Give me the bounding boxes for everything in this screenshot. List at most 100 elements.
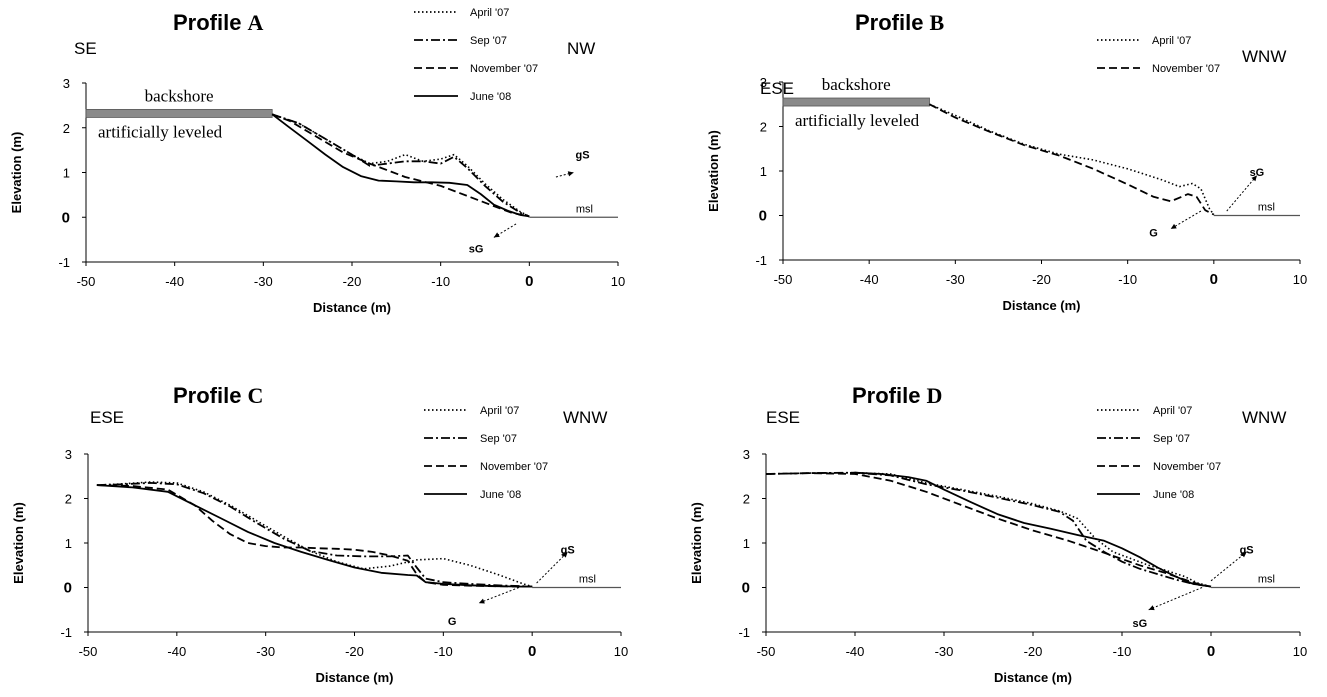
y-tick-label: 1 [743,536,750,551]
orientation-left-label: ESE [90,408,124,427]
x-tick-label: -30 [256,644,275,659]
series-line-april-07 [96,481,533,588]
sediment-label: sG [469,244,484,256]
sediment-label: sG [1250,167,1265,179]
orientation-right-label: WNW [563,408,607,427]
y-tick-label: 2 [743,492,750,507]
sediment-label: gS [1240,545,1254,557]
legend-label: April '07 [480,405,519,417]
legend-label: November '07 [470,63,538,75]
x-tick-label: 10 [614,644,628,659]
legend-label: Sep '07 [470,35,507,47]
y-tick-label: 1 [760,164,767,179]
backshore-bar [782,97,930,107]
sediment-arrow [1170,210,1202,230]
x-tick-label: -20 [1032,272,1051,287]
x-tick-label: 10 [1293,272,1307,287]
x-tick-label: -50 [774,272,793,287]
x-axis-title: Distance (m) [315,670,393,685]
y-tick-label: -1 [58,255,70,270]
msl-label: msl [1258,202,1275,214]
x-axis-title: Distance (m) [313,300,391,315]
sediment-arrow [1226,175,1258,212]
legend-label: Sep '07 [480,433,517,445]
y-tick-label: 0 [759,208,767,225]
msl-label: msl [1258,574,1275,586]
chart-title: Profile D [852,383,942,408]
legend-label: June '08 [470,91,511,103]
x-tick-label: 10 [611,274,625,289]
x-tick-label: -20 [1024,644,1043,659]
legend-label: June '08 [480,489,521,501]
x-tick-label: -10 [1113,644,1132,659]
legend-label: April '07 [1153,405,1192,417]
x-tick-label: 0 [1207,643,1215,660]
orientation-right-label: WNW [1242,47,1286,66]
x-tick-label: -10 [431,274,450,289]
sediment-arrowhead [562,551,568,558]
chart-title-letter: C [247,383,263,408]
y-axis-title: Elevation (m) [706,130,721,212]
x-tick-label: -50 [77,274,96,289]
y-tick-label: 1 [63,166,70,181]
series-line-sep-07 [765,471,1212,588]
series-line-june-08 [96,484,533,588]
y-tick-label: 2 [760,120,767,135]
sediment-arrow [1148,587,1203,611]
x-tick-label: 0 [1210,271,1218,288]
y-tick-label: 0 [62,209,70,226]
x-tick-label: -50 [79,644,98,659]
x-tick-label: -40 [846,644,865,659]
x-tick-label: 10 [1293,644,1307,659]
orientation-left-label: ESE [766,408,800,427]
chart-title-word: Profile [173,10,241,35]
x-tick-label: -40 [165,274,184,289]
chart-title-letter: A [247,10,263,35]
sediment-arrowhead [567,171,574,177]
sediment-arrow [555,172,574,178]
y-tick-label: 1 [65,536,72,551]
chart-title-word: Profile [852,383,920,408]
sediment-label: G [448,616,457,628]
y-axis-title: Elevation (m) [689,502,704,584]
x-tick-label: -50 [757,644,776,659]
legend-label: November '07 [480,461,548,473]
backshore-bar [85,109,273,118]
orientation-left-label: ESE [760,79,794,98]
chart-title-word: Profile [173,383,241,408]
legend-label: November '07 [1152,63,1220,75]
orientation-right-label: WNW [1242,408,1286,427]
x-tick-label: 0 [528,643,536,660]
series-line-june-08 [271,113,530,218]
sediment-label: G [1149,227,1158,239]
sediment-arrowhead [1170,223,1177,229]
chart-title: Profile C [173,383,263,408]
msl-label: msl [576,203,593,215]
orientation-left-label: SE [74,39,97,58]
x-tick-label: -40 [167,644,186,659]
y-tick-label: 2 [63,121,70,136]
legend-label: April '07 [1152,35,1191,47]
x-tick-label: -10 [434,644,453,659]
x-tick-label: -30 [254,274,273,289]
orientation-right-label: NW [567,39,595,58]
x-tick-label: -30 [935,644,954,659]
chart-title-word: Profile [855,10,923,35]
series-line-april-07 [929,103,1215,216]
sediment-arrowhead [1251,175,1257,182]
y-axis-title: Elevation (m) [11,502,26,584]
sediment-arrowhead [478,598,485,604]
x-tick-label: -20 [343,274,362,289]
legend-label: April '07 [470,7,509,19]
series-line-april-07 [765,471,1212,588]
chart-title-letter: D [926,383,942,408]
y-tick-label: 3 [743,447,750,462]
backshore-label: backshore [822,75,891,94]
y-tick-label: 3 [63,76,70,91]
y-tick-label: -1 [738,625,750,640]
y-tick-label: 2 [65,492,72,507]
series-line-november-07 [765,472,1212,588]
sediment-label: gS [561,545,575,557]
series-line-november-07 [929,103,1215,216]
